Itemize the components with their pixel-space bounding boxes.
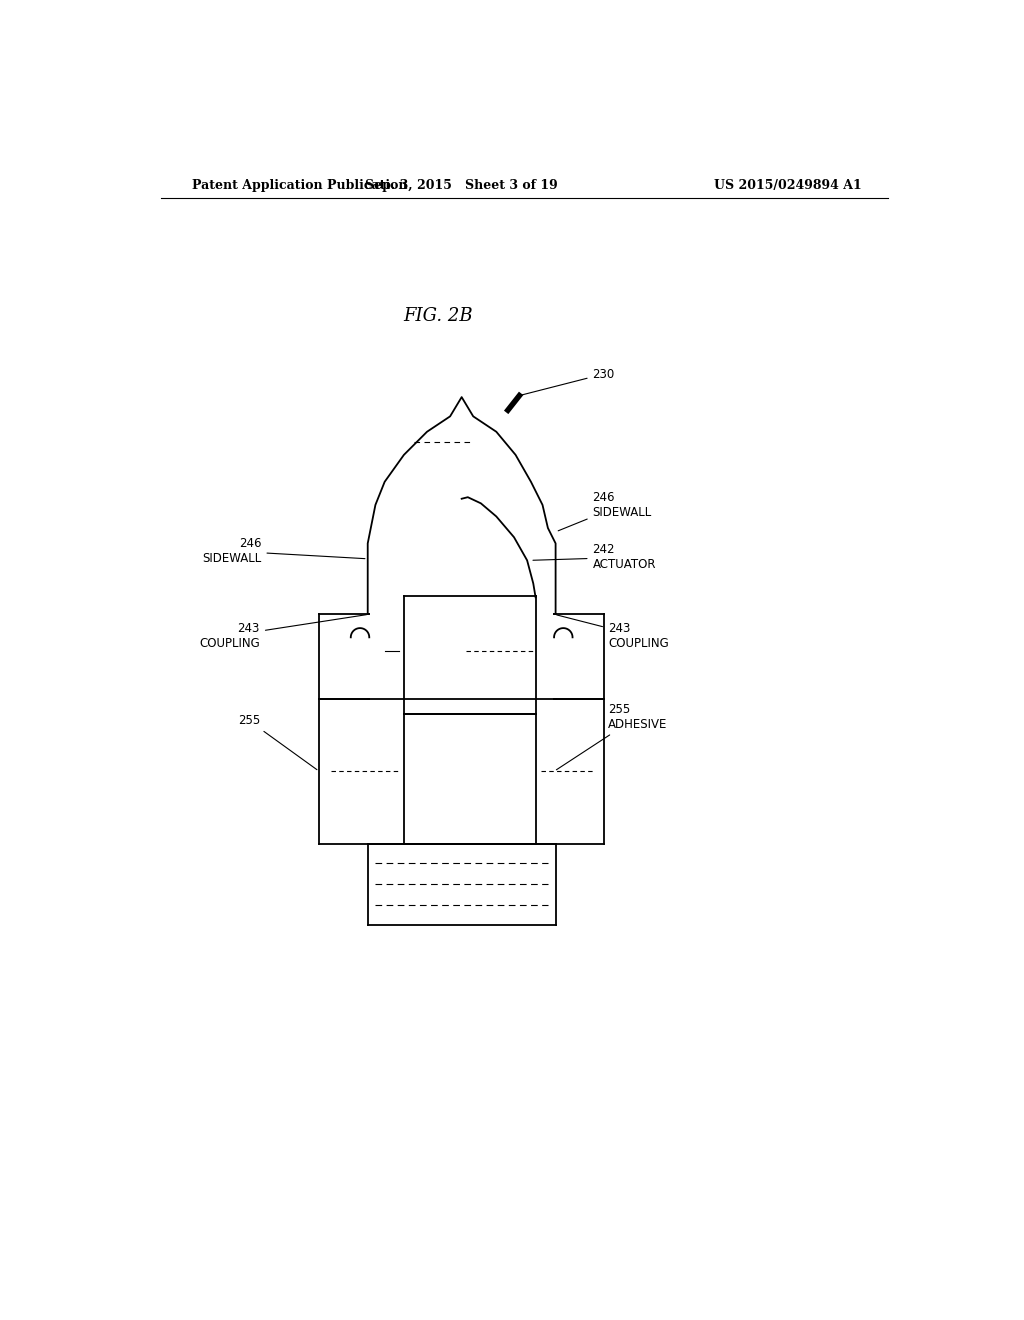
Text: US 2015/0249894 A1: US 2015/0249894 A1 bbox=[715, 178, 862, 191]
Text: 230: 230 bbox=[522, 367, 614, 395]
Text: 246
SIDEWALL: 246 SIDEWALL bbox=[202, 537, 365, 565]
Text: 255: 255 bbox=[238, 714, 317, 770]
Text: Patent Application Publication: Patent Application Publication bbox=[193, 178, 408, 191]
Text: 242
ACTUATOR: 242 ACTUATOR bbox=[532, 544, 656, 572]
Text: FIG. 2B: FIG. 2B bbox=[403, 308, 473, 325]
Text: Sep. 3, 2015   Sheet 3 of 19: Sep. 3, 2015 Sheet 3 of 19 bbox=[366, 178, 558, 191]
Text: 243
COUPLING: 243 COUPLING bbox=[557, 615, 669, 649]
Text: 246
SIDEWALL: 246 SIDEWALL bbox=[558, 491, 652, 531]
Text: 243
COUPLING: 243 COUPLING bbox=[200, 615, 367, 649]
Text: 255
ADHESIVE: 255 ADHESIVE bbox=[556, 702, 668, 770]
